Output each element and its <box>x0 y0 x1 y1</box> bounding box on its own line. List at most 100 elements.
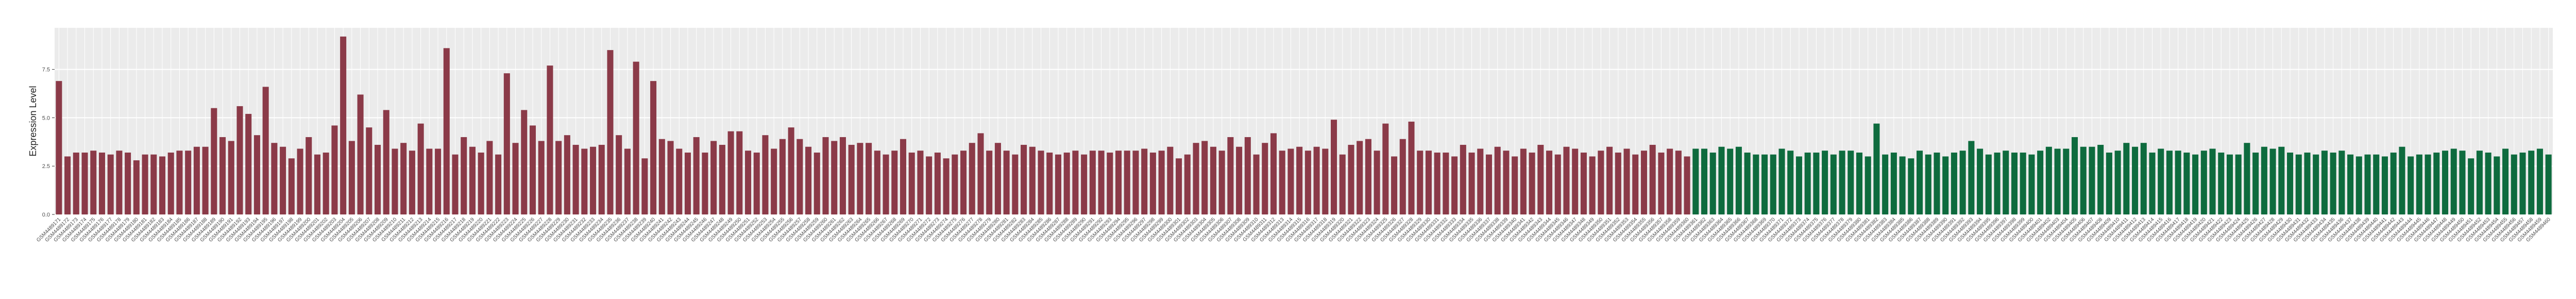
bar <box>1322 148 1329 214</box>
bar <box>624 148 631 214</box>
bar <box>1787 151 1794 214</box>
bar <box>1985 154 1992 214</box>
bar <box>366 127 372 214</box>
bar <box>1503 151 1510 214</box>
bar <box>331 125 338 214</box>
bar <box>788 127 794 214</box>
bar <box>1279 151 1285 214</box>
bar <box>926 156 933 214</box>
y-tick-label: 0.0 <box>42 212 50 218</box>
bar <box>288 158 295 214</box>
bar <box>1899 156 1906 214</box>
bar <box>1959 151 1966 214</box>
bar <box>1107 152 1113 214</box>
bar <box>684 152 691 214</box>
bar <box>710 141 717 214</box>
bar <box>866 143 872 214</box>
bar <box>2313 154 2319 214</box>
bar <box>2123 143 2130 214</box>
bar <box>2218 152 2225 214</box>
bar <box>2278 146 2285 214</box>
bar <box>779 139 786 214</box>
bar <box>1038 151 1044 214</box>
bar <box>245 113 252 214</box>
bar <box>1994 152 2001 214</box>
bar <box>392 148 398 214</box>
bar <box>667 141 674 214</box>
bar <box>2330 152 2336 214</box>
bar <box>857 143 863 214</box>
bar <box>1778 148 1785 214</box>
bar <box>1184 154 1191 214</box>
bar <box>357 94 364 214</box>
bar <box>1968 141 1975 214</box>
bar <box>116 151 123 214</box>
bar <box>2373 154 2380 214</box>
bar <box>2399 146 2405 214</box>
bar <box>2355 156 2362 214</box>
bar <box>314 154 321 214</box>
bar <box>547 65 553 214</box>
bar <box>1236 146 1243 214</box>
bar <box>1839 151 1845 214</box>
bar <box>1727 148 1734 214</box>
bar <box>1890 152 1897 214</box>
bar <box>1572 148 1579 214</box>
bar <box>1046 152 1053 214</box>
bar <box>2433 152 2440 214</box>
bar <box>176 151 183 214</box>
bar <box>1951 152 1957 214</box>
bar <box>658 139 665 214</box>
bar <box>2468 158 2475 214</box>
y-tick-label: 7.5 <box>42 67 50 73</box>
bar <box>1882 154 1889 214</box>
bar <box>2192 154 2199 214</box>
bar <box>2381 156 2388 214</box>
bar <box>443 48 450 214</box>
bar <box>1115 151 1122 214</box>
bar <box>1468 152 1475 214</box>
bar <box>2045 146 2052 214</box>
bar <box>1167 146 1174 214</box>
bar <box>1089 151 1096 214</box>
bar <box>1443 152 1449 214</box>
bar <box>1795 156 1802 214</box>
bar <box>1606 146 1613 214</box>
bar <box>1313 146 1320 214</box>
bar <box>1408 121 1415 214</box>
bar <box>2321 151 2328 214</box>
bar <box>56 81 62 214</box>
bar <box>1640 151 1647 214</box>
bar <box>2459 151 2466 214</box>
bar <box>2519 152 2526 214</box>
bar <box>814 152 820 214</box>
bar <box>297 148 303 214</box>
bar <box>1580 152 1587 214</box>
bar <box>1141 148 1148 214</box>
bar <box>1244 137 1251 214</box>
bar <box>1753 154 1759 214</box>
bar <box>2528 151 2535 214</box>
bar <box>348 141 355 214</box>
bar <box>409 151 415 214</box>
bar <box>1873 123 1880 214</box>
bar <box>1692 148 1699 214</box>
bar <box>253 135 260 214</box>
bar <box>943 158 950 214</box>
bar <box>1287 148 1294 214</box>
bar <box>1132 151 1139 214</box>
bar <box>1331 120 1337 214</box>
bar <box>1193 143 1199 214</box>
bar <box>994 143 1001 214</box>
bar <box>744 151 752 214</box>
bar <box>736 131 743 214</box>
bar <box>2244 143 2250 214</box>
bar <box>1262 143 1268 214</box>
bar <box>1856 152 1863 214</box>
bar <box>280 146 286 214</box>
bar <box>917 151 924 214</box>
bar <box>839 137 846 214</box>
bar <box>1934 152 1940 214</box>
bar <box>1003 151 1010 214</box>
